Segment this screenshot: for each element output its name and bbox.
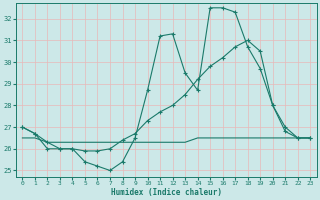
X-axis label: Humidex (Indice chaleur): Humidex (Indice chaleur): [111, 188, 222, 197]
